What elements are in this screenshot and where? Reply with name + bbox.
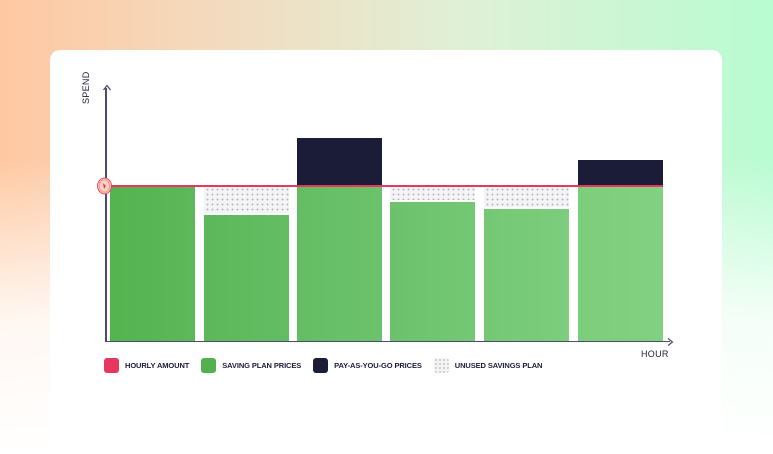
x-axis-label: HOUR [641,349,669,359]
dotted-square-icon [433,358,449,373]
saving-plan-segment [578,185,663,341]
saving-plan-segment [110,186,195,341]
bar-6 [578,159,663,341]
bar-4 [390,186,475,341]
y-axis-arrow-icon [102,84,111,91]
bar-5 [484,186,569,341]
legend-label: HOURLY AMOUNT [125,361,190,370]
hourly-amount-line [104,184,663,187]
bar-2 [204,186,289,341]
unused-savings-segment [484,186,569,208]
legend-item-pay-as-you-go-prices: PAY-AS-YOU-GO PRICES [313,358,422,373]
legend-item-saving-plan-prices: SAVING PLAN PRICES [201,358,301,373]
card-fade [50,334,722,454]
bar-3 [297,137,382,341]
x-axis-arrow-icon [667,337,674,346]
legend: HOURLY AMOUNT SAVING PLAN PRICES PAY-AS-… [104,358,554,373]
bar-1 [110,186,195,341]
saving-plan-segment [204,215,289,341]
legend-label: PAY-AS-YOU-GO PRICES [334,361,422,370]
y-axis-label: SPEND [81,71,91,104]
pay-as-you-go-segment [578,159,663,186]
saving-plan-segment [390,201,475,341]
y-axis [105,88,107,342]
coin-icon [97,177,112,195]
unused-savings-segment [204,186,289,214]
saving-plan-segment [484,209,569,341]
legend-item-unused-savings-plan: UNUSED SAVINGS PLAN [433,358,543,373]
pay-as-you-go-segment [297,137,382,186]
red-square-icon [104,358,119,373]
navy-square-icon [313,358,329,373]
legend-label: SAVING PLAN PRICES [222,361,302,370]
saving-plan-segment [297,185,382,341]
green-square-icon [201,358,217,373]
x-axis [105,340,670,342]
legend-item-hourly-amount: HOURLY AMOUNT [104,358,189,373]
unused-savings-segment [390,186,475,200]
legend-label: UNUSED SAVINGS PLAN [454,361,543,370]
